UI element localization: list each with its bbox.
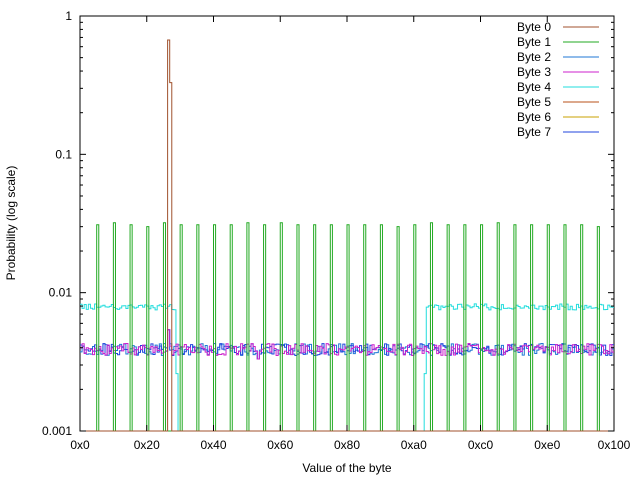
y-tick-label: 0.1 <box>55 147 72 161</box>
x-tick-label: 0xa0 <box>401 438 427 452</box>
x-tick-label: 0x60 <box>267 438 293 452</box>
y-tick-label: 0.001 <box>42 424 72 438</box>
legend-label-byte-4: Byte 4 <box>517 80 551 94</box>
legend-label-byte-3: Byte 3 <box>517 65 551 79</box>
legend-label-byte-0: Byte 0 <box>517 20 551 34</box>
tick-layer: 0x0 0x20 0x40 0x60 0x80 0xa0 0xc0 0xe0 0x100 0.00… <box>42 9 631 452</box>
series-line-byte-1 <box>80 222 614 432</box>
series-line-byte-0 <box>80 39 614 432</box>
x-tick-label: 0xc0 <box>468 438 494 452</box>
x-tick-label: 0x80 <box>334 438 360 452</box>
x-axis-label: Value of the byte <box>302 461 392 475</box>
series-layer <box>80 39 614 432</box>
legend-label-byte-7: Byte 7 <box>517 125 551 139</box>
legend-label-byte-6: Byte 6 <box>517 110 551 124</box>
legend-label-byte-1: Byte 1 <box>517 35 551 49</box>
x-tick-label: 0x40 <box>200 438 226 452</box>
y-axis-label: Probability (log scale) <box>4 166 18 281</box>
legend-label-byte-2: Byte 2 <box>517 50 551 64</box>
legend-label-byte-5: Byte 5 <box>517 95 551 109</box>
x-tick-label: 0x0 <box>70 438 90 452</box>
x-tick-label: 0x100 <box>598 438 631 452</box>
y-tick-label: 0.01 <box>49 286 73 300</box>
y-tick-label: 1 <box>65 9 72 23</box>
x-tick-label: 0x20 <box>134 438 160 452</box>
x-tick-label: 0xe0 <box>534 438 560 452</box>
